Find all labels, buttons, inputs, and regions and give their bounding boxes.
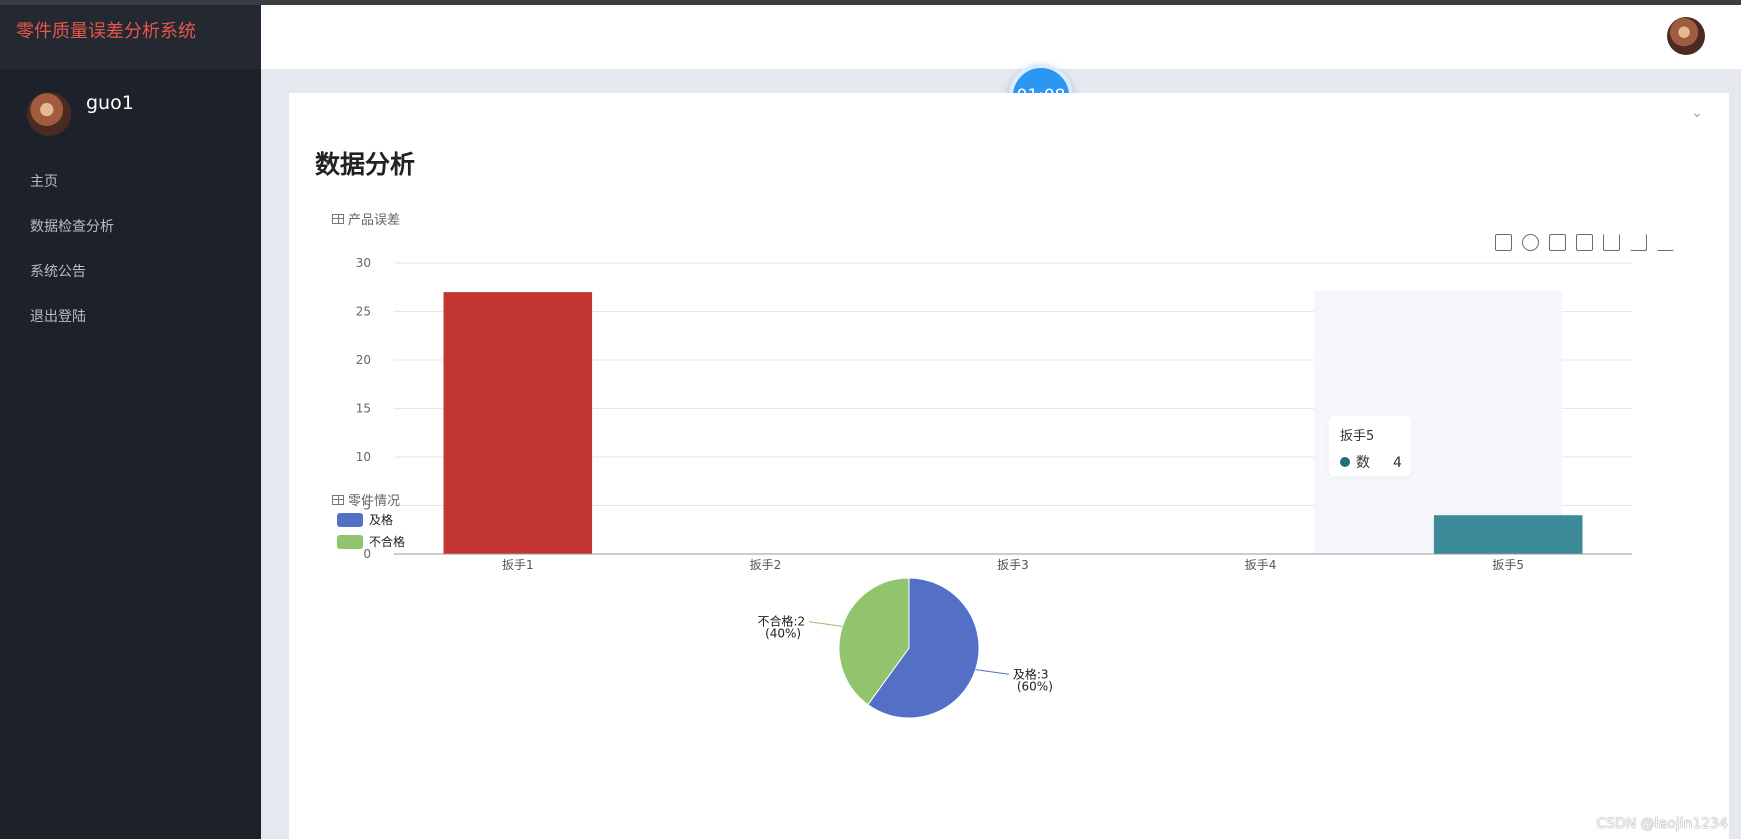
legend-pass-label: 及格: [369, 513, 394, 527]
tooltip-series-name: 数: [1356, 455, 1370, 471]
bar-section-title: 产品误差: [332, 209, 400, 228]
legend-fail-label: 不合格: [369, 535, 406, 549]
pie-section-label: 零件情况: [348, 494, 401, 509]
table-icon-pie: [332, 494, 344, 505]
top-strip: [0, 0, 1741, 5]
undo-zoom-icon[interactable]: [1576, 234, 1593, 251]
avatar[interactable]: [27, 92, 71, 136]
tooltip-series-dot: [1340, 457, 1350, 467]
x-tick-label: 扳手2: [750, 558, 782, 572]
y-axis-labels: 0 5 10 15 20 25 30: [356, 256, 371, 561]
sidebar: 零件质量误差分析系统 guo1 主页 数据检查分析 系统公告 退出登陆: [0, 5, 261, 839]
watermark: CSDN @laojin1234: [1596, 816, 1728, 832]
bar-chart-icon[interactable]: [1630, 234, 1647, 251]
pie-label: 及格:3: [1013, 666, 1049, 681]
crop-icon[interactable]: [1549, 234, 1566, 251]
legend-fail[interactable]: 不合格: [337, 533, 405, 550]
charts-svg: 扳手1 扳手2 扳手3 扳手4 扳手5 0 5 10 15 20 25 30 扳手5 数 4 及格:…: [356, 256, 1632, 719]
legend-fail-swatch: [337, 534, 363, 549]
chart-toolbox: [1495, 234, 1674, 251]
pie-percent-label: (40%): [765, 627, 801, 641]
tooltip-value: 4: [1393, 455, 1402, 471]
y-tick-label: 10: [356, 450, 371, 464]
sidebar-item-logout[interactable]: 退出登陆: [30, 309, 86, 325]
y-tick-label: 25: [356, 305, 371, 319]
pie-layer: 及格:3(60%) 不合格:2(40%): [757, 577, 1053, 719]
sidebar-item-announcements[interactable]: 系统公告: [30, 264, 86, 280]
table-icon: [332, 213, 344, 224]
x-axis-labels: 扳手1 扳手2 扳手3 扳手4 扳手5: [502, 558, 1524, 572]
x-tick-label: 扳手5: [1492, 558, 1524, 572]
y-tick-label: 20: [356, 353, 371, 367]
pie-percent-label: (60%): [1017, 679, 1053, 693]
pie-slice-不合格[interactable]: [838, 577, 910, 706]
pie-label-line: [975, 669, 1009, 675]
tooltip: 扳手5 数 4: [1327, 414, 1413, 478]
chevron-down-icon[interactable]: ⌄: [1691, 105, 1703, 121]
sidebar-item-home[interactable]: 主页: [30, 174, 58, 190]
line-chart-icon[interactable]: [1657, 234, 1674, 251]
pie-section-title: 零件情况: [332, 490, 400, 509]
y-tick-label: 15: [356, 402, 371, 416]
header-avatar[interactable]: [1667, 17, 1705, 55]
y-tick-label: 0: [363, 547, 371, 561]
refresh-icon[interactable]: [1522, 234, 1539, 251]
sidebar-item-data-analysis[interactable]: 数据检查分析: [30, 219, 114, 235]
data-view-icon[interactable]: [1495, 234, 1512, 251]
header: [261, 5, 1741, 69]
bar-扳手5[interactable]: [1433, 515, 1583, 554]
y-tick-label: 30: [356, 256, 371, 270]
pie-label-line: [809, 621, 843, 627]
bar-section-label: 产品误差: [348, 213, 401, 228]
page-title: 数据分析: [315, 150, 416, 179]
y-tick-label: 5: [363, 499, 371, 513]
analysis-panel: ⌄ 数据分析 产品误差 扳手1 扳手2 扳手3 扳手4 扳手5 0 5 10 15 20 25 30…: [289, 93, 1729, 839]
x-tick-label: 扳手4: [1245, 558, 1277, 572]
download-icon[interactable]: [1603, 234, 1620, 251]
user-profile[interactable]: guo1: [0, 69, 261, 159]
bar-扳手1[interactable]: [443, 292, 593, 554]
bars-layer: [443, 292, 1583, 554]
username: guo1: [86, 92, 134, 114]
app-title: 零件质量误差分析系统: [0, 5, 261, 69]
legend-pass-swatch: [337, 512, 363, 527]
x-tick-label: 扳手1: [502, 558, 534, 572]
legend-pass[interactable]: 及格: [337, 511, 393, 528]
x-tick-label: 扳手3: [997, 558, 1029, 572]
pie-label: 不合格:2: [757, 614, 805, 629]
tooltip-title: 扳手5: [1340, 428, 1374, 444]
